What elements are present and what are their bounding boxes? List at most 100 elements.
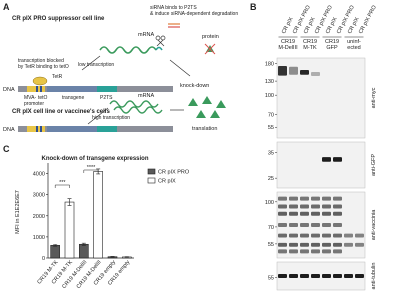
group-label: ected <box>347 45 360 51</box>
sirna <box>168 23 180 28</box>
mw-label: 180 <box>265 62 274 68</box>
bar <box>79 243 89 259</box>
band <box>333 211 342 216</box>
p2ts <box>97 86 117 92</box>
legend-label: CR pIX <box>158 179 176 185</box>
protein-icon <box>188 98 198 106</box>
group-label: GFP <box>326 45 338 51</box>
mrna-p2ts <box>155 46 163 51</box>
annotation: high transcription <box>92 115 130 121</box>
group-label: CR19 <box>281 39 295 45</box>
band <box>300 204 309 209</box>
y-tick-label: 3000 <box>33 193 45 199</box>
error-bar <box>53 244 58 247</box>
significance-bracket <box>83 169 99 173</box>
scissors <box>155 35 166 47</box>
band <box>311 249 320 254</box>
band <box>322 157 331 162</box>
mw-label: 70 <box>268 225 274 231</box>
mrna-label: mRNA <box>138 32 155 38</box>
legend-label: CR pIX PRO <box>158 170 190 176</box>
antibody-label: anti-vaccinia <box>371 209 377 241</box>
element-label: promoter <box>24 101 44 107</box>
band <box>333 223 342 227</box>
arrow <box>87 107 109 125</box>
mrna-label: mRNA <box>138 93 155 99</box>
band <box>278 223 287 227</box>
protein-icons <box>188 96 226 118</box>
dna-label: DNA <box>3 127 15 133</box>
band <box>333 204 342 209</box>
band <box>289 204 298 209</box>
band <box>311 242 320 247</box>
band <box>300 211 309 216</box>
element-label: tetO <box>38 95 48 101</box>
scissors-handle <box>155 35 161 41</box>
band <box>300 242 309 247</box>
band <box>311 223 320 227</box>
panel-label: A <box>3 2 10 12</box>
arrow <box>169 59 191 77</box>
band <box>322 233 331 238</box>
antibody-label: anti-GFP <box>371 154 377 176</box>
significance: **** <box>87 165 96 171</box>
band <box>289 196 298 201</box>
protein-icon <box>202 96 212 104</box>
teto <box>40 86 42 92</box>
band <box>278 242 287 247</box>
bar <box>64 201 75 259</box>
band <box>322 204 331 209</box>
group-label: uninf- <box>347 39 361 45</box>
band <box>333 242 342 247</box>
element-label: P2TS <box>100 95 113 101</box>
band <box>355 242 364 247</box>
band <box>322 211 331 216</box>
panel-label: C <box>3 144 10 154</box>
error-bar <box>110 256 115 258</box>
significance: *** <box>59 180 66 186</box>
band <box>278 204 287 209</box>
band <box>344 242 353 247</box>
teto <box>40 126 42 132</box>
protein-icon <box>210 110 220 118</box>
mrna <box>99 46 157 54</box>
protein-label: protein <box>202 34 219 40</box>
band <box>311 274 320 278</box>
dna-label: DNA <box>3 87 15 93</box>
transgene <box>47 86 97 92</box>
band <box>289 242 298 247</box>
band <box>311 204 320 209</box>
band <box>322 249 331 254</box>
annotation: siRNA binds to P2TS <box>150 5 197 11</box>
band <box>355 274 364 278</box>
band <box>278 274 287 278</box>
annotation: low transcription <box>78 62 114 68</box>
cross <box>204 43 216 55</box>
panel-label: B <box>250 2 257 12</box>
lane-label: CR pIX PRO <box>358 4 378 35</box>
mrna <box>109 100 163 114</box>
band <box>289 66 298 75</box>
mw-label: 55 <box>268 125 274 131</box>
teto <box>36 126 38 132</box>
band <box>289 211 298 216</box>
mw-label: 100 <box>265 93 274 99</box>
band <box>278 211 287 216</box>
significance-bracket <box>54 184 70 188</box>
protein-icon <box>216 100 226 108</box>
band <box>322 242 331 247</box>
teto <box>36 86 38 92</box>
band <box>278 233 287 238</box>
arrow <box>81 55 101 71</box>
band <box>300 233 309 238</box>
p2ts <box>97 126 117 132</box>
band <box>311 196 320 201</box>
group-label: M-DelIII <box>278 45 298 51</box>
band <box>311 233 320 238</box>
tetr-label: TetR <box>52 74 63 80</box>
band <box>322 223 331 227</box>
antibody-label: anti-myc <box>371 87 377 108</box>
band <box>333 274 342 278</box>
band <box>300 274 309 278</box>
